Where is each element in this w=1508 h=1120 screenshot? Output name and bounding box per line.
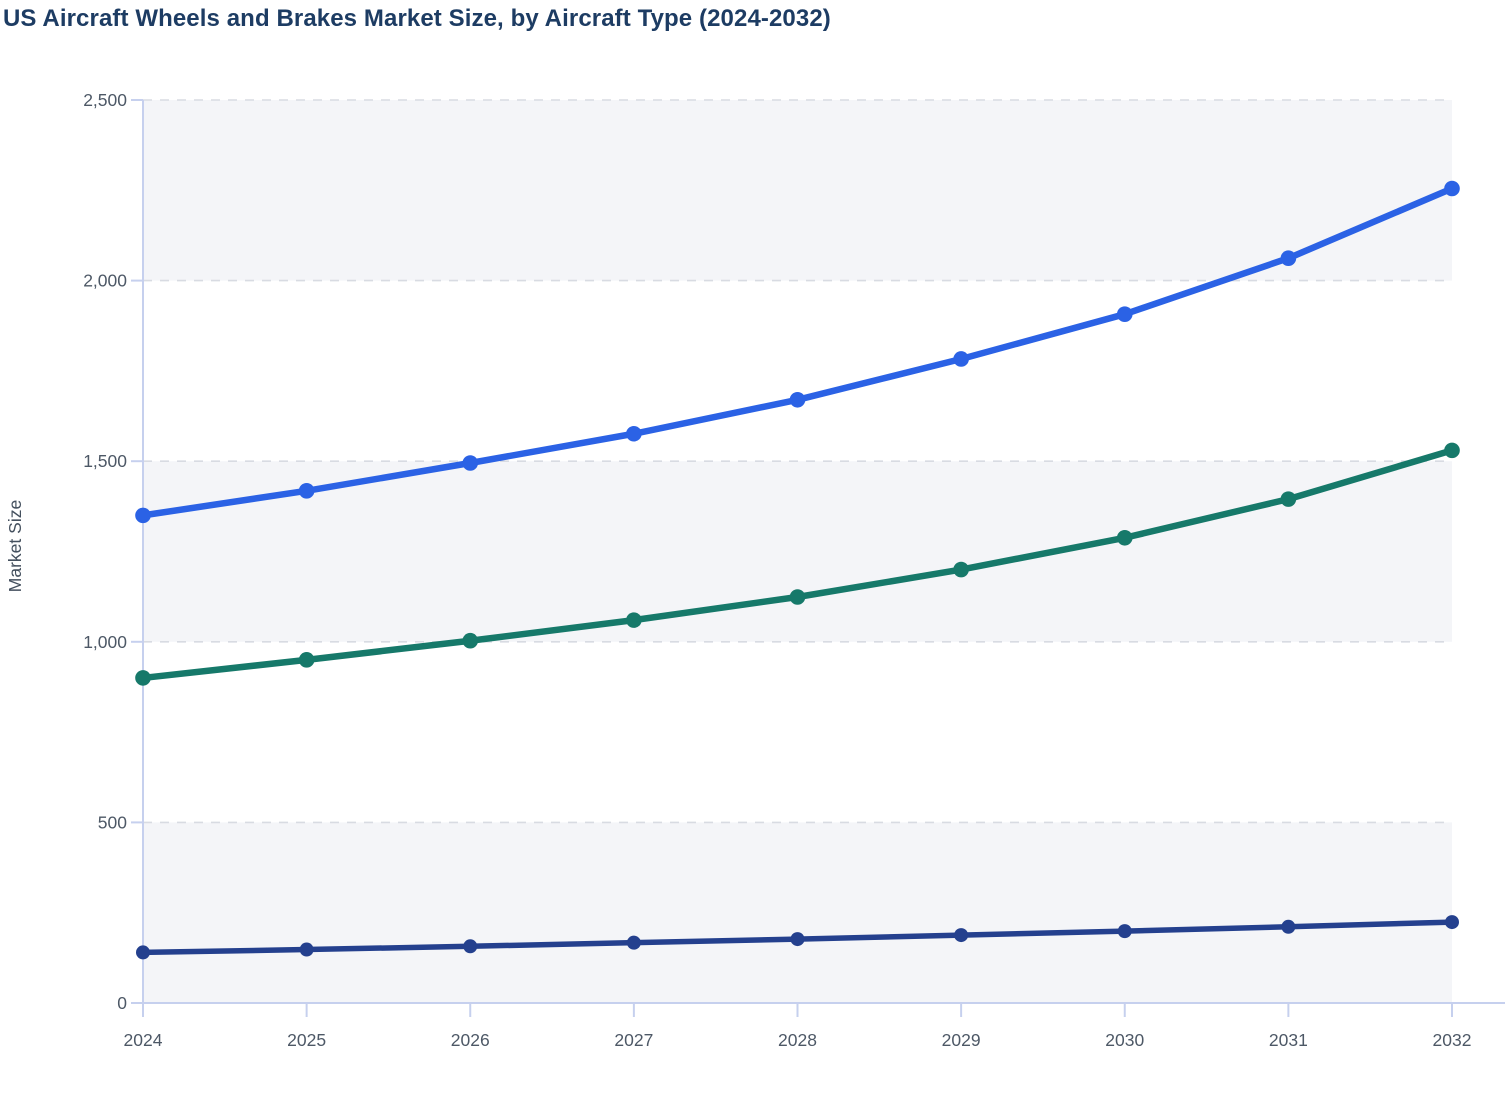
point-series-1-blue-2031 <box>1280 250 1297 267</box>
point-series-3-navy-2027 <box>626 935 641 950</box>
x-tick-label: 2028 <box>778 1030 817 1050</box>
point-series-2-teal-2031 <box>1280 491 1297 507</box>
y-tick-label: 0 <box>117 993 127 1013</box>
plot-band <box>143 461 1452 642</box>
point-series-2-teal-2027 <box>626 612 642 628</box>
point-series-2-teal-2029 <box>953 561 969 578</box>
point-series-1-blue-2029 <box>953 351 969 367</box>
x-tick-label: 2031 <box>1269 1030 1308 1050</box>
y-tick-label: 2,000 <box>83 271 127 291</box>
y-tick-label: 1,500 <box>83 451 127 471</box>
point-series-3-navy-2028 <box>790 932 805 947</box>
y-axis-title: Market Size <box>5 499 25 593</box>
y-tick-label: 2,500 <box>83 90 127 110</box>
x-tick-label: 2025 <box>287 1030 326 1050</box>
x-tick-label: 2027 <box>614 1030 653 1050</box>
point-series-2-teal-2024 <box>135 670 151 686</box>
point-series-1-blue-2030 <box>1116 306 1133 322</box>
x-tick-label: 2024 <box>124 1030 163 1050</box>
x-tick-label: 2032 <box>1433 1030 1472 1050</box>
point-series-1-blue-2027 <box>626 425 642 442</box>
point-series-1-blue-2028 <box>789 391 806 408</box>
point-series-3-navy-2026 <box>463 939 478 954</box>
x-tick-label: 2026 <box>451 1030 490 1050</box>
point-series-3-navy-2031 <box>1281 919 1296 934</box>
x-tick-label: 2029 <box>942 1030 981 1050</box>
point-series-2-teal-2028 <box>789 589 806 605</box>
point-series-1-blue-2024 <box>135 507 151 524</box>
y-tick-label: 1,000 <box>83 632 127 652</box>
plot-band <box>143 822 1452 1003</box>
point-series-3-navy-2025 <box>299 942 314 957</box>
point-series-1-blue-2025 <box>298 483 315 499</box>
point-series-2-teal-2032 <box>1444 442 1460 459</box>
point-series-2-teal-2026 <box>462 632 479 649</box>
x-tick-label: 2030 <box>1105 1030 1144 1050</box>
point-series-2-teal-2025 <box>298 652 315 668</box>
y-tick-label: 500 <box>98 812 127 832</box>
point-series-3-navy-2024 <box>136 945 150 960</box>
point-series-3-navy-2030 <box>1117 924 1132 939</box>
point-series-3-navy-2032 <box>1445 915 1459 930</box>
point-series-1-blue-2032 <box>1444 180 1460 197</box>
point-series-1-blue-2026 <box>462 455 479 471</box>
point-series-2-teal-2030 <box>1116 529 1133 546</box>
chart-title: US Aircraft Wheels and Brakes Market Siz… <box>3 5 831 32</box>
plot-band <box>143 100 1452 281</box>
point-series-3-navy-2029 <box>954 928 969 943</box>
